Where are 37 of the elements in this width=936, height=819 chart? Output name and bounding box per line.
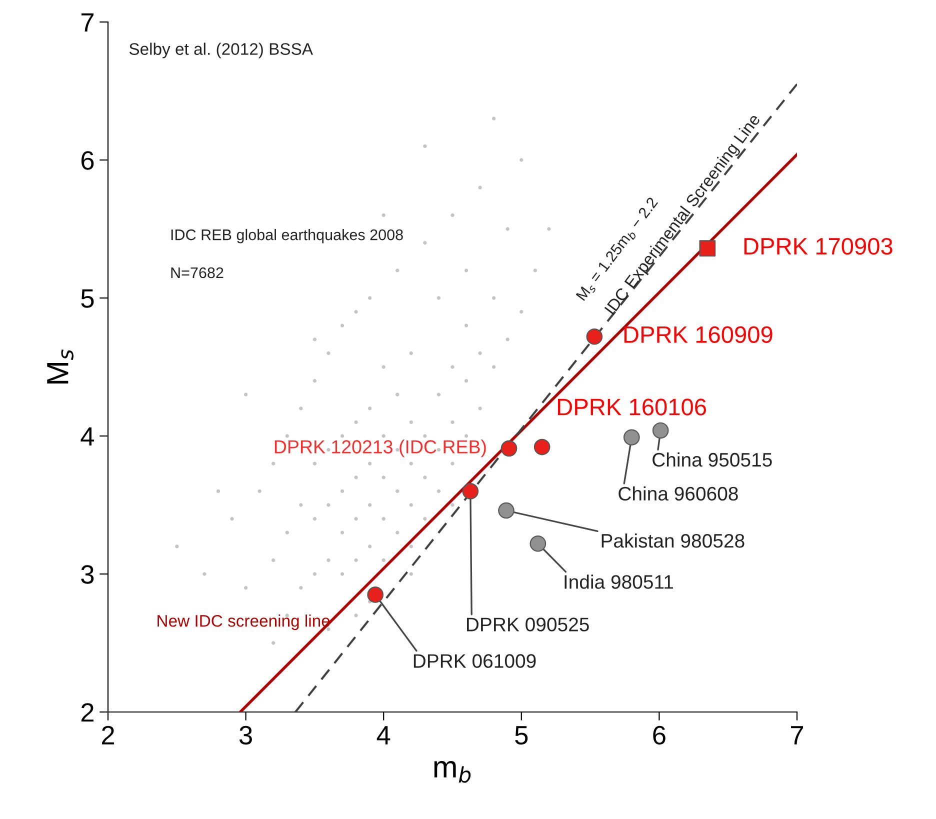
x-tick-label: 6 — [653, 726, 666, 745]
annotation: DPRK 120213 (IDC REB) — [274, 440, 486, 458]
point — [586, 328, 603, 345]
point — [367, 586, 384, 603]
x-axis-title: m$_{b}$ — [434, 760, 471, 783]
y-axis-title: M$_{s}$ — [47, 350, 74, 384]
annotation: DPRK 090525 — [467, 618, 589, 632]
y-tick-label: 4 — [80, 427, 94, 446]
annotation: Pakistan 980528 — [602, 533, 744, 548]
y-tick-label: 3 — [81, 565, 94, 584]
y-tick-label: 6 — [81, 151, 94, 170]
y-tick-label: 5 — [81, 289, 94, 308]
annotation: India 980511 — [564, 574, 674, 589]
x-tick-label: 5 — [515, 726, 528, 745]
point — [699, 240, 716, 256]
y-tick-label: 7 — [81, 13, 94, 32]
annotation: China 950515 — [652, 452, 772, 467]
y-tick-label: 2 — [81, 703, 94, 722]
annotation: Selby et al. (2012) BSSA — [129, 42, 313, 58]
x-tick-label: 2 — [102, 726, 114, 744]
annotation: DPRK 170903 — [744, 238, 892, 255]
x-tick-label: 4 — [376, 726, 390, 744]
annotation: IDC REB global earthquakes 2008 — [171, 229, 403, 244]
annotation: DPRK 160106 — [558, 398, 706, 416]
point — [462, 483, 479, 500]
point — [498, 502, 514, 519]
annotation: China 960608 — [618, 486, 738, 501]
x-tick-label: 7 — [791, 726, 804, 744]
point — [534, 438, 550, 456]
annotation: N=7682 — [171, 267, 224, 278]
point — [500, 440, 518, 457]
annotation: DPRK 061009 — [414, 654, 536, 668]
point — [652, 422, 669, 439]
point — [530, 535, 546, 552]
annotation: DPRK 160909 — [624, 326, 772, 343]
x-tick-label: 3 — [239, 726, 252, 745]
point — [623, 429, 640, 446]
